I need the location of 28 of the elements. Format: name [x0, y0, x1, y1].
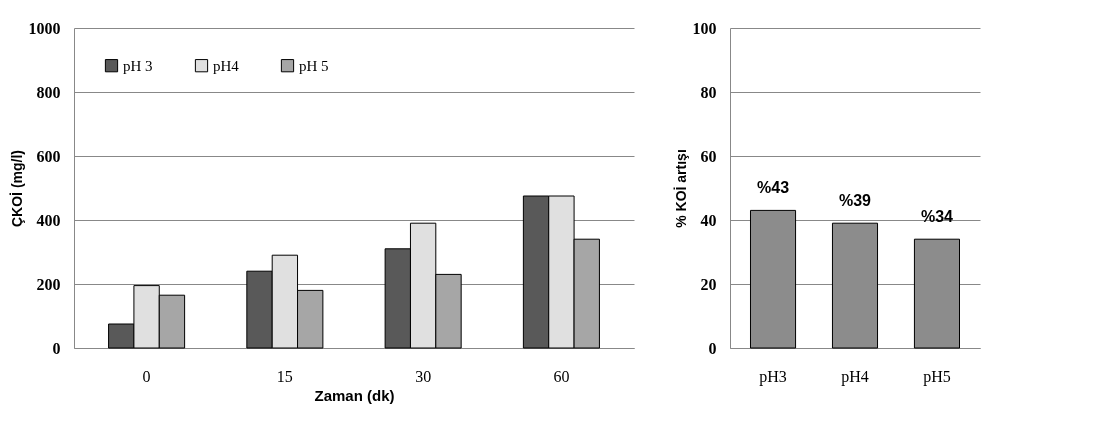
x-tick-label: pH5 [923, 367, 951, 386]
y-tick-label: 80 [700, 83, 717, 101]
y-axis-title: ÇKOİ (mg/l) [8, 150, 25, 227]
y-tick-label: 40 [700, 211, 717, 229]
x-tick-label: 60 [553, 367, 570, 385]
x-tick-label: pH3 [759, 367, 787, 386]
y-tick-label: 1000 [28, 19, 61, 37]
y-tick-label: 400 [36, 211, 61, 229]
y-tick-label: 100 [692, 19, 717, 37]
y-tick-label: 0 [52, 339, 61, 357]
x-tick-label: pH4 [841, 367, 869, 386]
data-label: %43 [757, 179, 790, 197]
y-axis-title: % KOİ artışı [672, 149, 689, 228]
data-label: %34 [920, 208, 954, 226]
x-tick-label: 15 [276, 367, 293, 385]
y-tick-label: 60 [700, 147, 717, 165]
legend-label: pH4 [213, 57, 240, 74]
y-tick-label: 200 [36, 275, 61, 293]
y-tick-label: 20 [700, 275, 717, 293]
y-tick-label: 0 [708, 339, 717, 357]
legend-label: pH 3 [123, 57, 153, 74]
x-axis-title: Zaman (dk) [314, 386, 395, 404]
data-label: %39 [838, 192, 872, 210]
y-tick-label: 800 [36, 83, 61, 101]
x-tick-label: 30 [415, 367, 432, 385]
legend-label: pH 5 [299, 57, 329, 74]
y-tick-label: 600 [36, 147, 61, 165]
x-tick-label: 0 [142, 367, 151, 385]
